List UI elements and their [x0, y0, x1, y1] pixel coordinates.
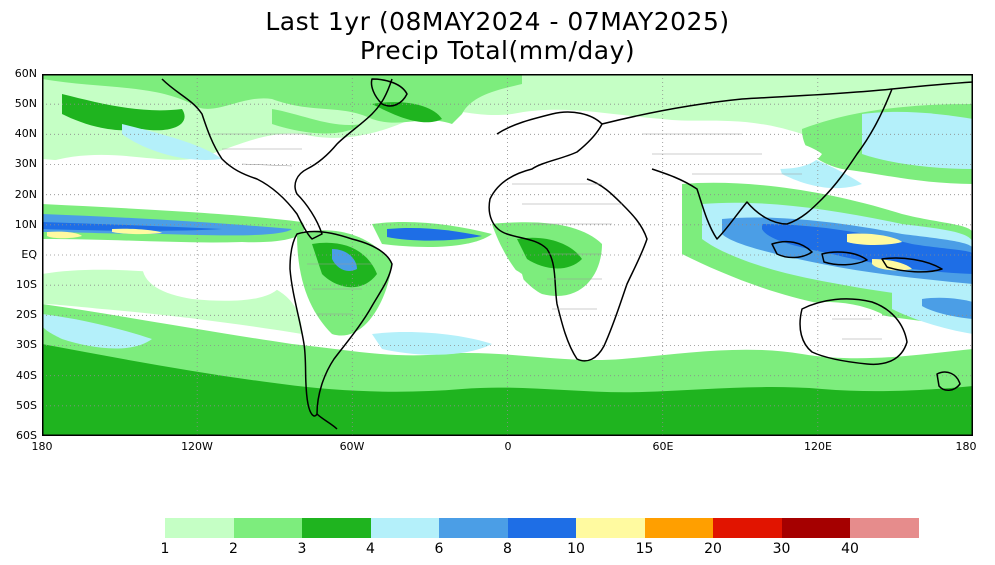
lon-label-180w: 180: [31, 440, 53, 453]
lat-label-40n: 40N: [14, 127, 37, 140]
colorbar-swatch: [713, 518, 782, 538]
lon-label-120e: 120E: [804, 440, 832, 453]
colorbar-swatch: [644, 518, 713, 538]
lat-label-10s: 10S: [16, 278, 37, 291]
colorbar-swatch: [576, 518, 645, 538]
lon-label-120w: 120W: [181, 440, 213, 453]
lat-label-60n: 60N: [14, 67, 37, 80]
map-title-line-1: Last 1yr (08MAY2024 - 07MAY2025): [265, 7, 730, 36]
colorbar-tick-label: 8: [503, 541, 512, 557]
lon-label-60w: 60W: [339, 440, 365, 453]
colorbar-tick-label: 4: [366, 541, 375, 557]
colorbar-swatch: [781, 518, 850, 538]
colorbar-swatch: [233, 518, 302, 538]
lon-label-0: 0: [504, 440, 512, 453]
colorbar-swatch: [302, 518, 371, 538]
lon-label-180e: 180: [955, 440, 977, 453]
colorbar-tick-label: 1: [160, 541, 170, 557]
coastlines: [161, 78, 973, 430]
precipitation-map: [42, 74, 973, 436]
lat-label-30s: 30S: [16, 338, 37, 351]
colorbar-tick-label: 20: [704, 541, 722, 557]
colorbar-tick-label: 2: [229, 541, 238, 557]
graticule: [42, 74, 973, 436]
colorbar-tick-label: 10: [567, 541, 585, 557]
lat-label-50s: 50S: [16, 399, 37, 412]
colorbar-swatch: [370, 518, 439, 538]
colorbar-tick-label: 40: [841, 541, 859, 557]
lat-label-20n: 20N: [14, 188, 37, 201]
lat-label-20s: 20S: [16, 308, 37, 321]
colorbar-tick-label: 15: [635, 541, 654, 557]
colorbar-swatch: [507, 518, 576, 538]
lat-label-10n: 10N: [14, 218, 37, 231]
colorbar-swatch: [439, 518, 508, 538]
precip-colorbar: [165, 518, 919, 538]
colorbar-tick-label: 3: [297, 541, 307, 557]
colorbar-tick-label: 30: [772, 541, 791, 557]
lat-label-40s: 40S: [16, 369, 37, 382]
colorbar-tick-label: 6: [434, 541, 444, 557]
lat-label-30n: 30N: [14, 157, 37, 170]
lat-label-50n: 50N: [14, 97, 37, 110]
colorbar-swatch: [165, 518, 234, 538]
map-title-line-2: Precip Total(mm/day): [359, 36, 636, 65]
colorbar-swatch: [850, 518, 919, 538]
lat-label-eq: EQ: [21, 248, 37, 261]
lon-label-60e: 60E: [652, 440, 674, 453]
lat-label-60s: 60S: [16, 429, 37, 442]
political-boundaries: [212, 133, 882, 340]
